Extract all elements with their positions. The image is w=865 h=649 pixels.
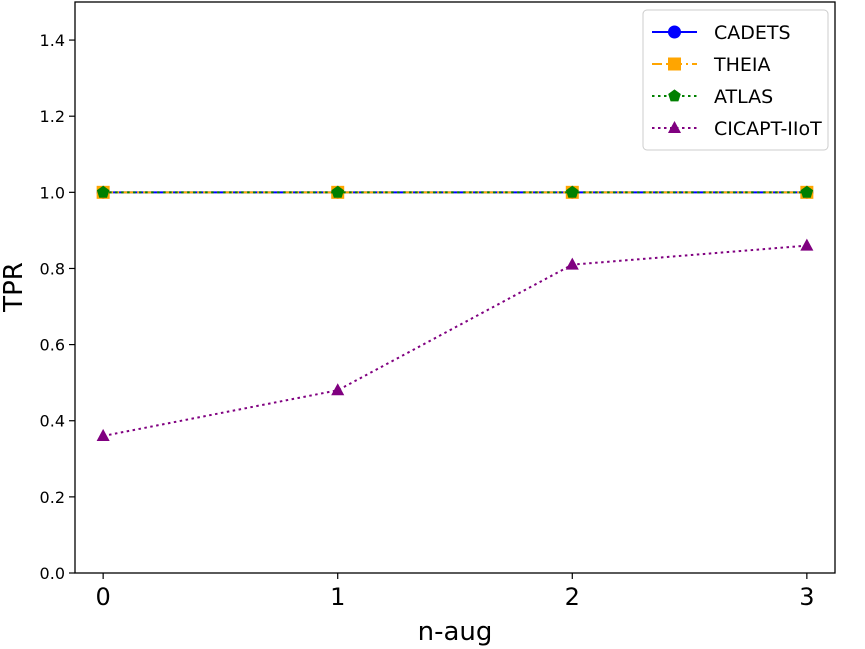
- y-tick-label: 0.4: [40, 412, 65, 431]
- legend-item: THEIA: [652, 54, 771, 76]
- y-tick-label: 0.6: [40, 336, 65, 355]
- data-point: [565, 257, 579, 270]
- y-tick-label: 1.4: [40, 31, 65, 50]
- data-point: [331, 185, 345, 198]
- y-tick-label: 0.0: [40, 564, 65, 583]
- series-layer: [96, 185, 814, 441]
- x-tick-label: 3: [799, 583, 814, 611]
- data-point: [800, 238, 814, 251]
- legend-label: THEIA: [713, 54, 771, 76]
- legend-item: ATLAS: [652, 86, 773, 108]
- data-point: [565, 185, 579, 198]
- y-tick-label: 1.0: [40, 183, 65, 202]
- legend-item: CICAPT-IIoT: [652, 118, 822, 140]
- data-point: [668, 57, 681, 71]
- data-point: [667, 120, 682, 133]
- legend-label: ATLAS: [714, 86, 773, 108]
- x-axis-ticks: 0 1 2 3: [96, 573, 814, 611]
- legend: CADETS THEIA ATLAS CICAPT-IIoT: [642, 9, 829, 151]
- y-axis-label: TPR: [0, 262, 29, 313]
- legend-label: CADETS: [714, 22, 791, 44]
- x-tick-label: 0: [96, 583, 111, 611]
- data-point: [96, 185, 110, 198]
- series-line: [102, 244, 807, 437]
- legend-box: [642, 9, 829, 151]
- x-tick-label: 2: [565, 583, 580, 611]
- legend-label: CICAPT-IIoT: [714, 118, 822, 140]
- y-tick-label: 0.2: [40, 488, 65, 507]
- data-point: [668, 89, 681, 102]
- y-tick-label: 0.8: [40, 259, 65, 278]
- data-point: [668, 25, 681, 39]
- x-axis-label: n-aug: [418, 617, 493, 647]
- legend-item: CADETS: [652, 22, 791, 44]
- series-cicapt-iiot: [96, 238, 814, 441]
- data-point: [331, 383, 345, 396]
- x-tick-label: 1: [330, 583, 345, 611]
- y-tick-label: 1.2: [40, 107, 65, 126]
- y-axis-ticks: 0.0 0.2 0.4 0.6 0.8 1.0 1.2 1.4: [40, 31, 75, 583]
- data-point: [800, 185, 814, 198]
- series-atlas: [96, 185, 814, 198]
- data-point: [96, 428, 110, 441]
